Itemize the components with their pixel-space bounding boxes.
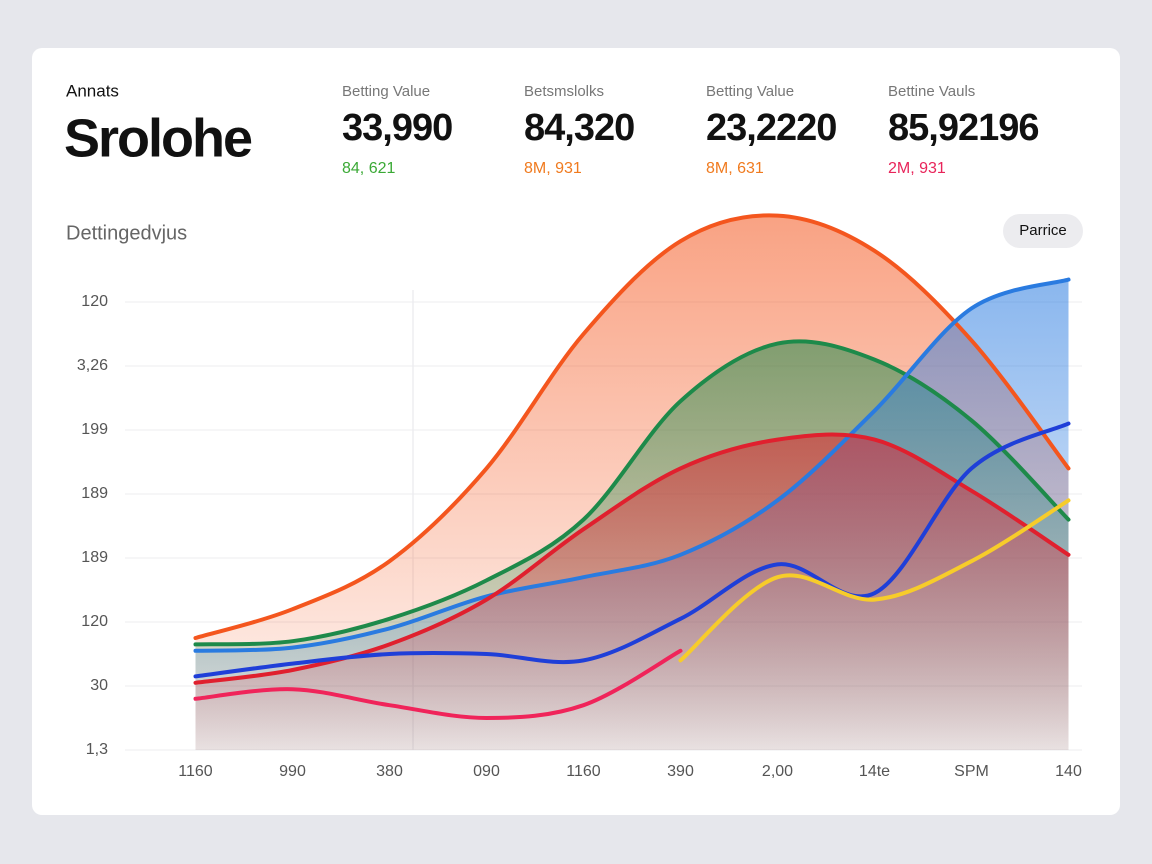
y-tick-label: 30 [90, 677, 108, 694]
button[interactable] [1003, 214, 1083, 248]
y-tick-label: 189 [81, 549, 108, 566]
y-tick-label: 199 [81, 421, 108, 438]
eyebrow: Annats [66, 81, 119, 100]
line [193, 213, 1071, 640]
line [193, 648, 683, 721]
button-label[interactable]: Parrice [1019, 222, 1067, 239]
stat-value: 33,990 [342, 107, 452, 149]
stat-sub: 8M, 931 [524, 160, 582, 177]
area [195, 434, 1069, 750]
stat-value: 23,2220 [706, 107, 836, 149]
stat-sub: 2M, 931 [888, 160, 946, 177]
stat-label: Betting Value [706, 83, 794, 100]
stat-sub: 84, 621 [342, 160, 395, 177]
stat-label: Betting Value [342, 83, 430, 100]
x-tick-label: 380 [376, 763, 403, 780]
headline: Srolohe [64, 108, 252, 168]
y-tick-label: 3,26 [77, 357, 108, 374]
line [193, 277, 1071, 653]
x-tick-label: 2,00 [762, 763, 793, 780]
x-tick-label: 140 [1055, 763, 1082, 780]
stat-value: 84,320 [524, 107, 634, 149]
stat-label: Betsmslolks [524, 83, 604, 100]
x-tick-label: 390 [667, 763, 694, 780]
stat-value: 85,92196 [888, 107, 1039, 149]
x-tick-label: SPM [954, 763, 989, 780]
x-tick-label: 1160 [178, 763, 213, 780]
y-tick-label: 120 [81, 293, 108, 310]
stat-label: Bettine Vauls [888, 83, 975, 100]
stat-sub: 8M, 631 [706, 160, 764, 177]
line [678, 498, 1071, 663]
line [193, 421, 1071, 679]
x-tick-label: 1160 [566, 763, 601, 780]
x-tick-label: 090 [473, 763, 500, 780]
y-tick-label: 120 [81, 613, 108, 630]
line [193, 339, 1071, 647]
y-tick-label: 189 [81, 485, 108, 502]
y-tick-label: 1,3 [86, 741, 108, 758]
x-tick-label: 14te [859, 763, 890, 780]
x-tick-label: 990 [279, 763, 306, 780]
chart-title: Dettingedvjus [66, 222, 187, 244]
